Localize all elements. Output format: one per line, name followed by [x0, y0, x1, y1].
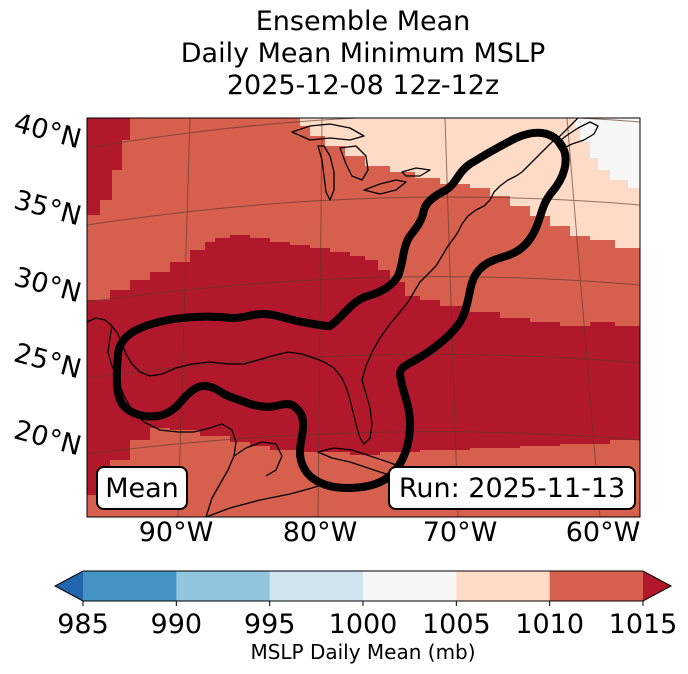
map-frame — [86, 117, 641, 518]
parallel-40n — [87, 118, 640, 149]
colorbar-ticks: 985 990 995 1000 1005 1010 1015 — [57, 601, 677, 640]
graticule — [87, 118, 640, 517]
lake-superior — [291, 123, 365, 141]
parallel-20n — [87, 431, 640, 455]
mean-box-text: Mean — [105, 473, 179, 504]
colorbar-tick-label: 995 — [244, 609, 296, 640]
lon-labels: 90°W 80°W 70°W 60°W — [139, 517, 641, 548]
lake-michigan — [317, 145, 335, 201]
title-line-3: 2025-12-08 12z-12z — [226, 70, 500, 101]
colorbar-extend-high — [643, 571, 671, 601]
lon-label-80w: 80°W — [283, 517, 358, 548]
pressure-field-1005-1010 — [300, 118, 640, 248]
parallel-30n — [87, 276, 640, 303]
colorbar-segment-1010-1015 — [549, 571, 644, 601]
central-america-coast — [205, 481, 331, 517]
run-box — [388, 466, 636, 510]
lake-erie — [363, 179, 407, 195]
mexico-coast — [107, 325, 237, 517]
lake-huron — [339, 145, 369, 181]
colorbar-segment-995-1000 — [269, 571, 364, 601]
coastlines — [87, 118, 599, 517]
meridian-60w — [566, 118, 601, 517]
yucatan-coast — [233, 441, 283, 477]
lon-label-90w: 90°W — [139, 517, 214, 548]
colorbar-tick-label: 985 — [57, 609, 109, 640]
colorbar-extend-low — [55, 571, 83, 601]
gulf-coast — [87, 231, 459, 445]
colorbar-tick-label: 990 — [151, 609, 203, 640]
parallel-35n — [87, 196, 640, 226]
colorbar-segment-1005-1010 — [456, 571, 551, 601]
run-box-text: Run: 2025-11-13 — [399, 473, 625, 504]
meridian-80w — [317, 118, 323, 517]
colorbar-segment-990-995 — [176, 571, 271, 601]
colorbar-bar — [53, 570, 673, 602]
colorbar-tick-label: 1010 — [515, 609, 584, 640]
title-line-1: Ensemble Mean — [255, 6, 471, 37]
lon-label-60w: 60°W — [566, 517, 641, 548]
colorbar-tick-label: 1000 — [329, 609, 398, 640]
mean-box — [96, 466, 188, 510]
colorbar-tick-label: 1005 — [422, 609, 491, 640]
colorbar-segment-985-990 — [83, 571, 177, 601]
map-panel: Mean Run: 2025-11-13 — [87, 118, 640, 517]
colorbar-label: MSLP Daily Mean (mb) — [250, 640, 476, 664]
colorbar-segment-1000-1005 — [363, 571, 457, 601]
title-line-2: Daily Mean Minimum MSLP — [180, 38, 546, 69]
lake-ontario — [401, 167, 431, 177]
map: Mean Run: 2025-11-13 40°N 35°N 30°N 25°N… — [11, 108, 641, 548]
colorbar-tick-label: 1015 — [609, 609, 678, 640]
ensemble-contour — [112, 128, 570, 492]
lon-label-70w: 70°W — [423, 517, 498, 548]
parallel-25n — [87, 353, 640, 379]
pressure-field-1015-core — [87, 235, 640, 495]
